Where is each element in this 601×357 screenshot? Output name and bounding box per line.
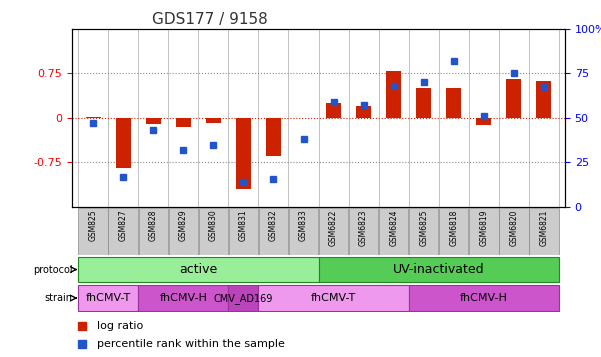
FancyBboxPatch shape [288, 207, 319, 255]
Text: strain: strain [44, 293, 73, 303]
Text: GSM6820: GSM6820 [510, 210, 518, 246]
FancyBboxPatch shape [319, 257, 559, 282]
Text: GSM825: GSM825 [89, 210, 97, 241]
FancyBboxPatch shape [439, 207, 468, 255]
Text: fhCMV-T: fhCMV-T [85, 293, 131, 303]
Bar [326, 103, 341, 118]
FancyBboxPatch shape [138, 285, 228, 311]
FancyBboxPatch shape [499, 207, 529, 255]
Text: GSM6819: GSM6819 [480, 210, 488, 246]
Text: log ratio: log ratio [97, 321, 143, 331]
Text: CMV_AD169: CMV_AD169 [214, 293, 273, 303]
FancyBboxPatch shape [108, 207, 138, 255]
Bar [506, 79, 521, 118]
Bar [175, 118, 191, 127]
FancyBboxPatch shape [409, 285, 559, 311]
Text: GSM829: GSM829 [179, 210, 188, 241]
Text: GSM830: GSM830 [209, 210, 218, 241]
Text: GSM831: GSM831 [239, 210, 248, 241]
FancyBboxPatch shape [409, 207, 438, 255]
FancyBboxPatch shape [258, 285, 409, 311]
Text: percentile rank within the sample: percentile rank within the sample [97, 338, 285, 349]
Bar [446, 88, 461, 118]
FancyBboxPatch shape [78, 285, 138, 311]
Bar [416, 88, 431, 118]
FancyBboxPatch shape [258, 207, 288, 255]
Bar [206, 118, 221, 122]
Text: active: active [179, 263, 218, 276]
Text: GDS177 / 9158: GDS177 / 9158 [153, 12, 268, 27]
Text: GSM6825: GSM6825 [419, 210, 428, 246]
Bar [85, 117, 100, 118]
Text: GSM833: GSM833 [299, 210, 308, 241]
Bar [356, 106, 371, 118]
Text: UV-inactivated: UV-inactivated [393, 263, 484, 276]
Text: fhCMV-T: fhCMV-T [311, 293, 356, 303]
FancyBboxPatch shape [228, 207, 258, 255]
Bar [476, 118, 491, 125]
Text: GSM6823: GSM6823 [359, 210, 368, 246]
Text: protocol: protocol [33, 265, 73, 275]
Bar [115, 118, 130, 169]
Text: GSM827: GSM827 [119, 210, 127, 241]
FancyBboxPatch shape [319, 207, 349, 255]
Text: GSM6818: GSM6818 [450, 210, 458, 246]
FancyBboxPatch shape [228, 285, 258, 311]
Text: GSM828: GSM828 [149, 210, 157, 241]
Text: GSM6821: GSM6821 [540, 210, 548, 246]
Bar [266, 118, 281, 156]
Bar [145, 118, 160, 124]
Bar [236, 118, 251, 189]
Bar [386, 71, 401, 118]
Text: GSM6822: GSM6822 [329, 210, 338, 246]
FancyBboxPatch shape [138, 207, 168, 255]
Bar [536, 81, 551, 118]
FancyBboxPatch shape [168, 207, 198, 255]
FancyBboxPatch shape [78, 207, 108, 255]
Text: GSM6824: GSM6824 [389, 210, 398, 246]
Text: fhCMV-H: fhCMV-H [460, 293, 508, 303]
FancyBboxPatch shape [529, 207, 559, 255]
FancyBboxPatch shape [349, 207, 379, 255]
Text: GSM832: GSM832 [269, 210, 278, 241]
FancyBboxPatch shape [78, 257, 319, 282]
FancyBboxPatch shape [198, 207, 228, 255]
FancyBboxPatch shape [379, 207, 408, 255]
FancyBboxPatch shape [469, 207, 498, 255]
Text: fhCMV-H: fhCMV-H [159, 293, 207, 303]
